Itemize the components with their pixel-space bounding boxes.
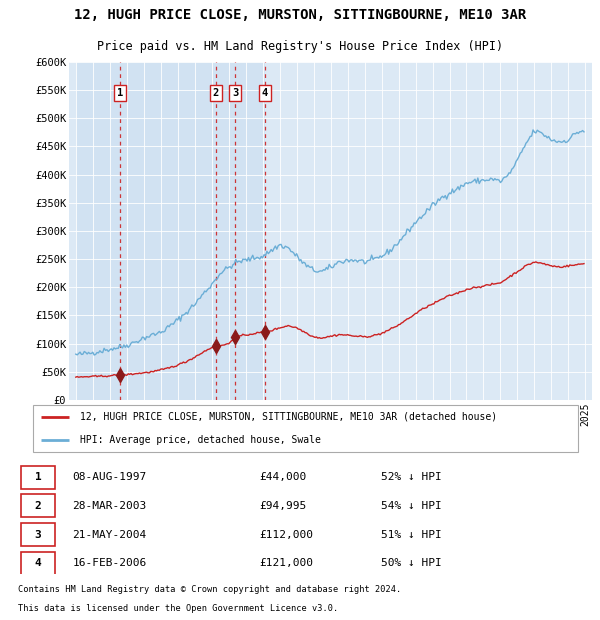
Text: HPI: Average price, detached house, Swale: HPI: Average price, detached house, Swal…: [80, 435, 320, 445]
Text: 2: 2: [35, 501, 41, 511]
Text: Price paid vs. HM Land Registry's House Price Index (HPI): Price paid vs. HM Land Registry's House …: [97, 40, 503, 53]
Bar: [76, 62, 265, 400]
Text: 12, HUGH PRICE CLOSE, MURSTON, SITTINGBOURNE, ME10 3AR: 12, HUGH PRICE CLOSE, MURSTON, SITTINGBO…: [74, 9, 526, 22]
FancyBboxPatch shape: [33, 404, 578, 453]
Text: 16-FEB-2006: 16-FEB-2006: [73, 558, 147, 568]
Text: £94,995: £94,995: [260, 501, 307, 511]
FancyBboxPatch shape: [20, 494, 55, 517]
Text: 51% ↓ HPI: 51% ↓ HPI: [380, 529, 442, 539]
Text: £121,000: £121,000: [260, 558, 314, 568]
Text: 2: 2: [212, 88, 219, 98]
Text: Contains HM Land Registry data © Crown copyright and database right 2024.: Contains HM Land Registry data © Crown c…: [18, 585, 401, 594]
Text: 3: 3: [35, 529, 41, 539]
Text: 28-MAR-2003: 28-MAR-2003: [73, 501, 147, 511]
Text: 4: 4: [35, 558, 41, 568]
Text: 3: 3: [232, 88, 238, 98]
Text: 1: 1: [35, 472, 41, 482]
Text: 12, HUGH PRICE CLOSE, MURSTON, SITTINGBOURNE, ME10 3AR (detached house): 12, HUGH PRICE CLOSE, MURSTON, SITTINGBO…: [80, 412, 497, 422]
Text: This data is licensed under the Open Government Licence v3.0.: This data is licensed under the Open Gov…: [18, 604, 338, 613]
Text: £112,000: £112,000: [260, 529, 314, 539]
Text: 52% ↓ HPI: 52% ↓ HPI: [380, 472, 442, 482]
FancyBboxPatch shape: [20, 523, 55, 546]
Text: 1: 1: [117, 88, 123, 98]
FancyBboxPatch shape: [20, 552, 55, 575]
Text: £44,000: £44,000: [260, 472, 307, 482]
Text: 08-AUG-1997: 08-AUG-1997: [73, 472, 147, 482]
Text: 4: 4: [262, 88, 268, 98]
FancyBboxPatch shape: [20, 466, 55, 489]
Text: 54% ↓ HPI: 54% ↓ HPI: [380, 501, 442, 511]
Text: 50% ↓ HPI: 50% ↓ HPI: [380, 558, 442, 568]
Text: 21-MAY-2004: 21-MAY-2004: [73, 529, 147, 539]
